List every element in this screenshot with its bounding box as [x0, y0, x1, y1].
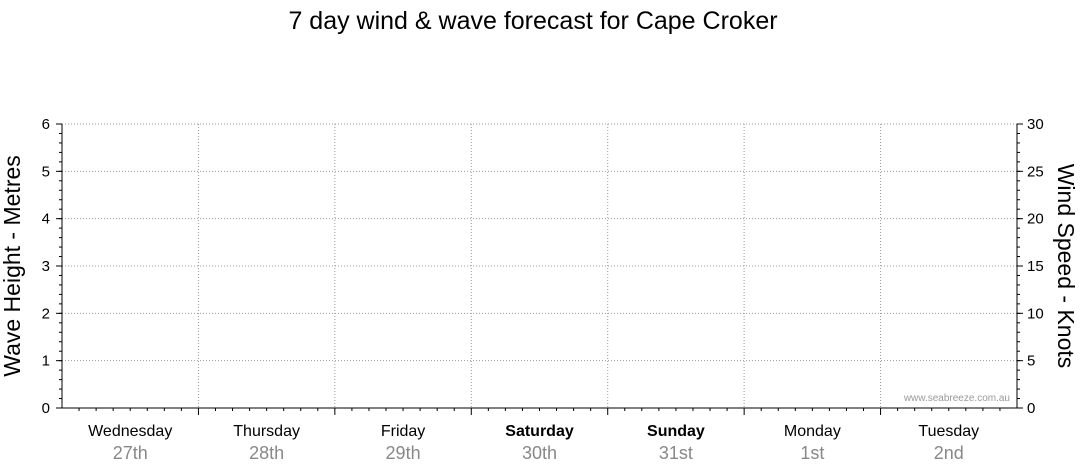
day-name-label: Saturday	[505, 423, 574, 440]
day-date-label: 31st	[659, 443, 693, 463]
left-tick-label: 1	[42, 353, 50, 370]
right-axis-label: Wind Speed - Knots	[1053, 164, 1079, 369]
right-tick-label: 20	[1027, 211, 1044, 228]
right-tick-label: 30	[1027, 116, 1044, 133]
right-tick-label: 15	[1027, 258, 1044, 275]
left-tick-label: 5	[42, 163, 50, 180]
left-tick-label: 3	[42, 258, 50, 275]
right-tick-label: 0	[1027, 400, 1035, 417]
left-tick-label: 6	[42, 116, 50, 133]
day-name-label: Tuesday	[918, 423, 979, 440]
chart-title: 7 day wind & wave forecast for Cape Crok…	[288, 7, 777, 35]
day-name-label: Sunday	[647, 423, 705, 440]
day-date-label: 27th	[113, 443, 148, 463]
day-date-label: 29th	[386, 443, 421, 463]
right-tick-label: 10	[1027, 305, 1044, 322]
watermark: www.seabreeze.com.au	[903, 393, 1010, 404]
left-tick-label: 0	[42, 400, 50, 417]
left-axis-label: Wave Height - Metres	[0, 155, 25, 377]
left-tick-label: 2	[42, 305, 50, 322]
day-name-label: Thursday	[233, 423, 300, 440]
grid	[62, 123, 1017, 408]
day-date-label: 28th	[249, 443, 284, 463]
day-name-label: Friday	[381, 423, 425, 440]
day-name-label: Monday	[784, 423, 841, 440]
left-tick-label: 4	[42, 211, 50, 228]
tick-labels: 0 1 2 3 4 5 6 0 5 10 15 20 25 30 Wednesday 27th Thursday…	[42, 116, 1044, 463]
axes	[56, 123, 1023, 415]
right-tick-label: 5	[1027, 353, 1035, 370]
day-name-label: Wednesday	[88, 423, 172, 440]
day-date-label: 30th	[522, 443, 557, 463]
day-date-label: 1st	[800, 443, 824, 463]
day-date-label: 2nd	[934, 443, 964, 463]
right-tick-label: 25	[1027, 163, 1044, 180]
